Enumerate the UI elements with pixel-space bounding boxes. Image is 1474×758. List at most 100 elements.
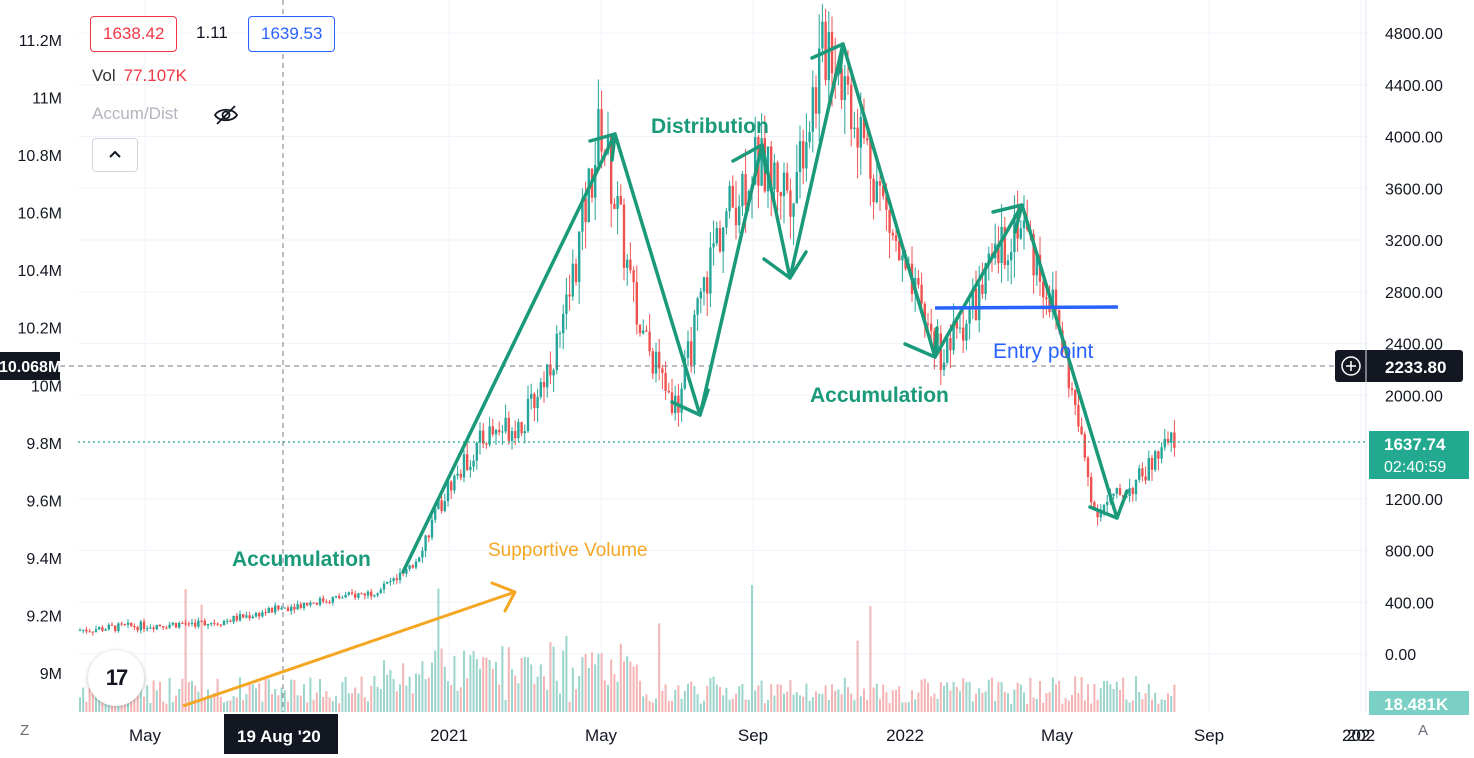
candle-body xyxy=(162,626,165,628)
candle-body xyxy=(322,598,325,602)
ask-price-box[interactable]: 1639.53 xyxy=(248,16,336,52)
volume-bar xyxy=(895,689,897,712)
accum-dist-tick-label: 11M xyxy=(32,91,62,108)
candle-body xyxy=(850,84,853,130)
supportive-volume-arrowhead xyxy=(490,581,517,613)
volume-bar xyxy=(808,700,811,712)
candle-body xyxy=(1054,289,1058,311)
candle-body xyxy=(1128,488,1131,496)
volume-bar xyxy=(488,659,491,712)
price-tick-label: 4000.00 xyxy=(1385,130,1443,147)
volume-bar xyxy=(981,692,984,712)
volume-bar xyxy=(1099,688,1102,712)
volume-bar xyxy=(469,655,472,712)
volume-bar xyxy=(165,703,168,712)
volume-bar xyxy=(411,693,414,712)
accum-dist-tick-label: 11.2M xyxy=(19,33,62,50)
volume-bar xyxy=(1064,698,1067,712)
volume-bar xyxy=(101,699,104,712)
candle-body xyxy=(462,454,466,478)
volume-bar xyxy=(1170,695,1173,712)
volume-legend-value: 77.107K xyxy=(123,66,187,85)
time-tick-label: 2021 xyxy=(430,726,468,745)
candle-body xyxy=(299,604,302,608)
volume-bar xyxy=(1167,693,1169,712)
volume-bar xyxy=(1055,684,1057,712)
candle-body xyxy=(930,323,933,332)
candle-body xyxy=(885,196,888,210)
accum-dist-tick-label: 10M xyxy=(31,378,62,395)
volume-bar xyxy=(1106,680,1109,712)
accum-dist-tick-label: 9.8M xyxy=(26,436,62,453)
bid-price-box[interactable]: 1638.42 xyxy=(90,16,178,52)
price-tick-label: 400.00 xyxy=(1385,595,1434,612)
volume-bar xyxy=(968,681,971,712)
volume-bar xyxy=(591,652,593,712)
volume-bar xyxy=(568,701,571,712)
volume-bar xyxy=(1173,684,1176,712)
candle-body xyxy=(312,602,315,604)
volume-bar xyxy=(155,690,158,712)
candle-body xyxy=(693,314,696,366)
timezone-toggle[interactable]: Z xyxy=(20,722,29,739)
volume-bar xyxy=(773,695,776,712)
time-tick-label: 2022 xyxy=(886,726,924,745)
candle-body xyxy=(1118,488,1122,496)
volume-bar xyxy=(984,691,987,712)
volume-bar xyxy=(379,688,382,712)
candle-body xyxy=(638,324,642,334)
plus-circle-icon[interactable] xyxy=(1341,356,1361,376)
candle-body xyxy=(616,196,619,209)
candle-body xyxy=(866,138,869,141)
price-tick-label: 2000.00 xyxy=(1385,388,1443,405)
tradingview-logo[interactable]: 17 xyxy=(88,650,144,706)
candle-body xyxy=(901,255,904,261)
candle-body xyxy=(517,422,520,439)
candle-body xyxy=(434,508,437,520)
volume-legend[interactable]: Vol 77.107K xyxy=(92,66,187,86)
volume-bar xyxy=(783,693,785,712)
candle-body xyxy=(552,370,555,376)
candle-body xyxy=(213,623,216,625)
volume-bar xyxy=(229,700,232,712)
volume-bar xyxy=(418,674,421,712)
volume-bar xyxy=(88,688,91,712)
volume-bar xyxy=(427,677,430,712)
candle-body xyxy=(280,608,283,610)
volume-bar xyxy=(1112,688,1115,712)
supportive-volume-arrow xyxy=(182,590,516,708)
volume-bar xyxy=(754,690,757,712)
volume-bar xyxy=(539,664,542,712)
candle-body xyxy=(373,595,376,597)
volume-bar xyxy=(431,662,433,712)
candle-body xyxy=(738,206,741,226)
volume-bar xyxy=(1087,684,1089,712)
candle-body xyxy=(664,372,667,391)
volume-bar xyxy=(523,656,526,712)
eye-off-icon[interactable] xyxy=(213,104,239,126)
timezone-toggle-label: Z xyxy=(20,722,30,739)
candle-body xyxy=(142,621,146,629)
auto-scale-toggle[interactable]: A xyxy=(1418,722,1428,739)
accum-dist-tick-label: 9.4M xyxy=(26,551,62,568)
candle-body xyxy=(1080,426,1083,435)
candle-body xyxy=(334,596,338,598)
candle-body xyxy=(398,572,402,581)
volume-bar xyxy=(459,687,462,712)
volume-bar xyxy=(914,699,917,712)
candle-body xyxy=(578,231,581,283)
candle-body xyxy=(718,228,722,252)
volume-bar xyxy=(891,690,894,712)
volume-bar xyxy=(536,676,539,712)
candle-body xyxy=(1144,476,1147,481)
candle-body xyxy=(242,614,245,618)
volume-bar xyxy=(203,698,206,712)
candle-body xyxy=(1134,479,1138,495)
candle-body xyxy=(347,592,350,595)
collapse-legend-button[interactable] xyxy=(92,138,138,172)
candle-body xyxy=(606,135,610,154)
volume-bar xyxy=(251,684,254,712)
accum-dist-legend[interactable]: Accum/Dist xyxy=(92,104,178,124)
